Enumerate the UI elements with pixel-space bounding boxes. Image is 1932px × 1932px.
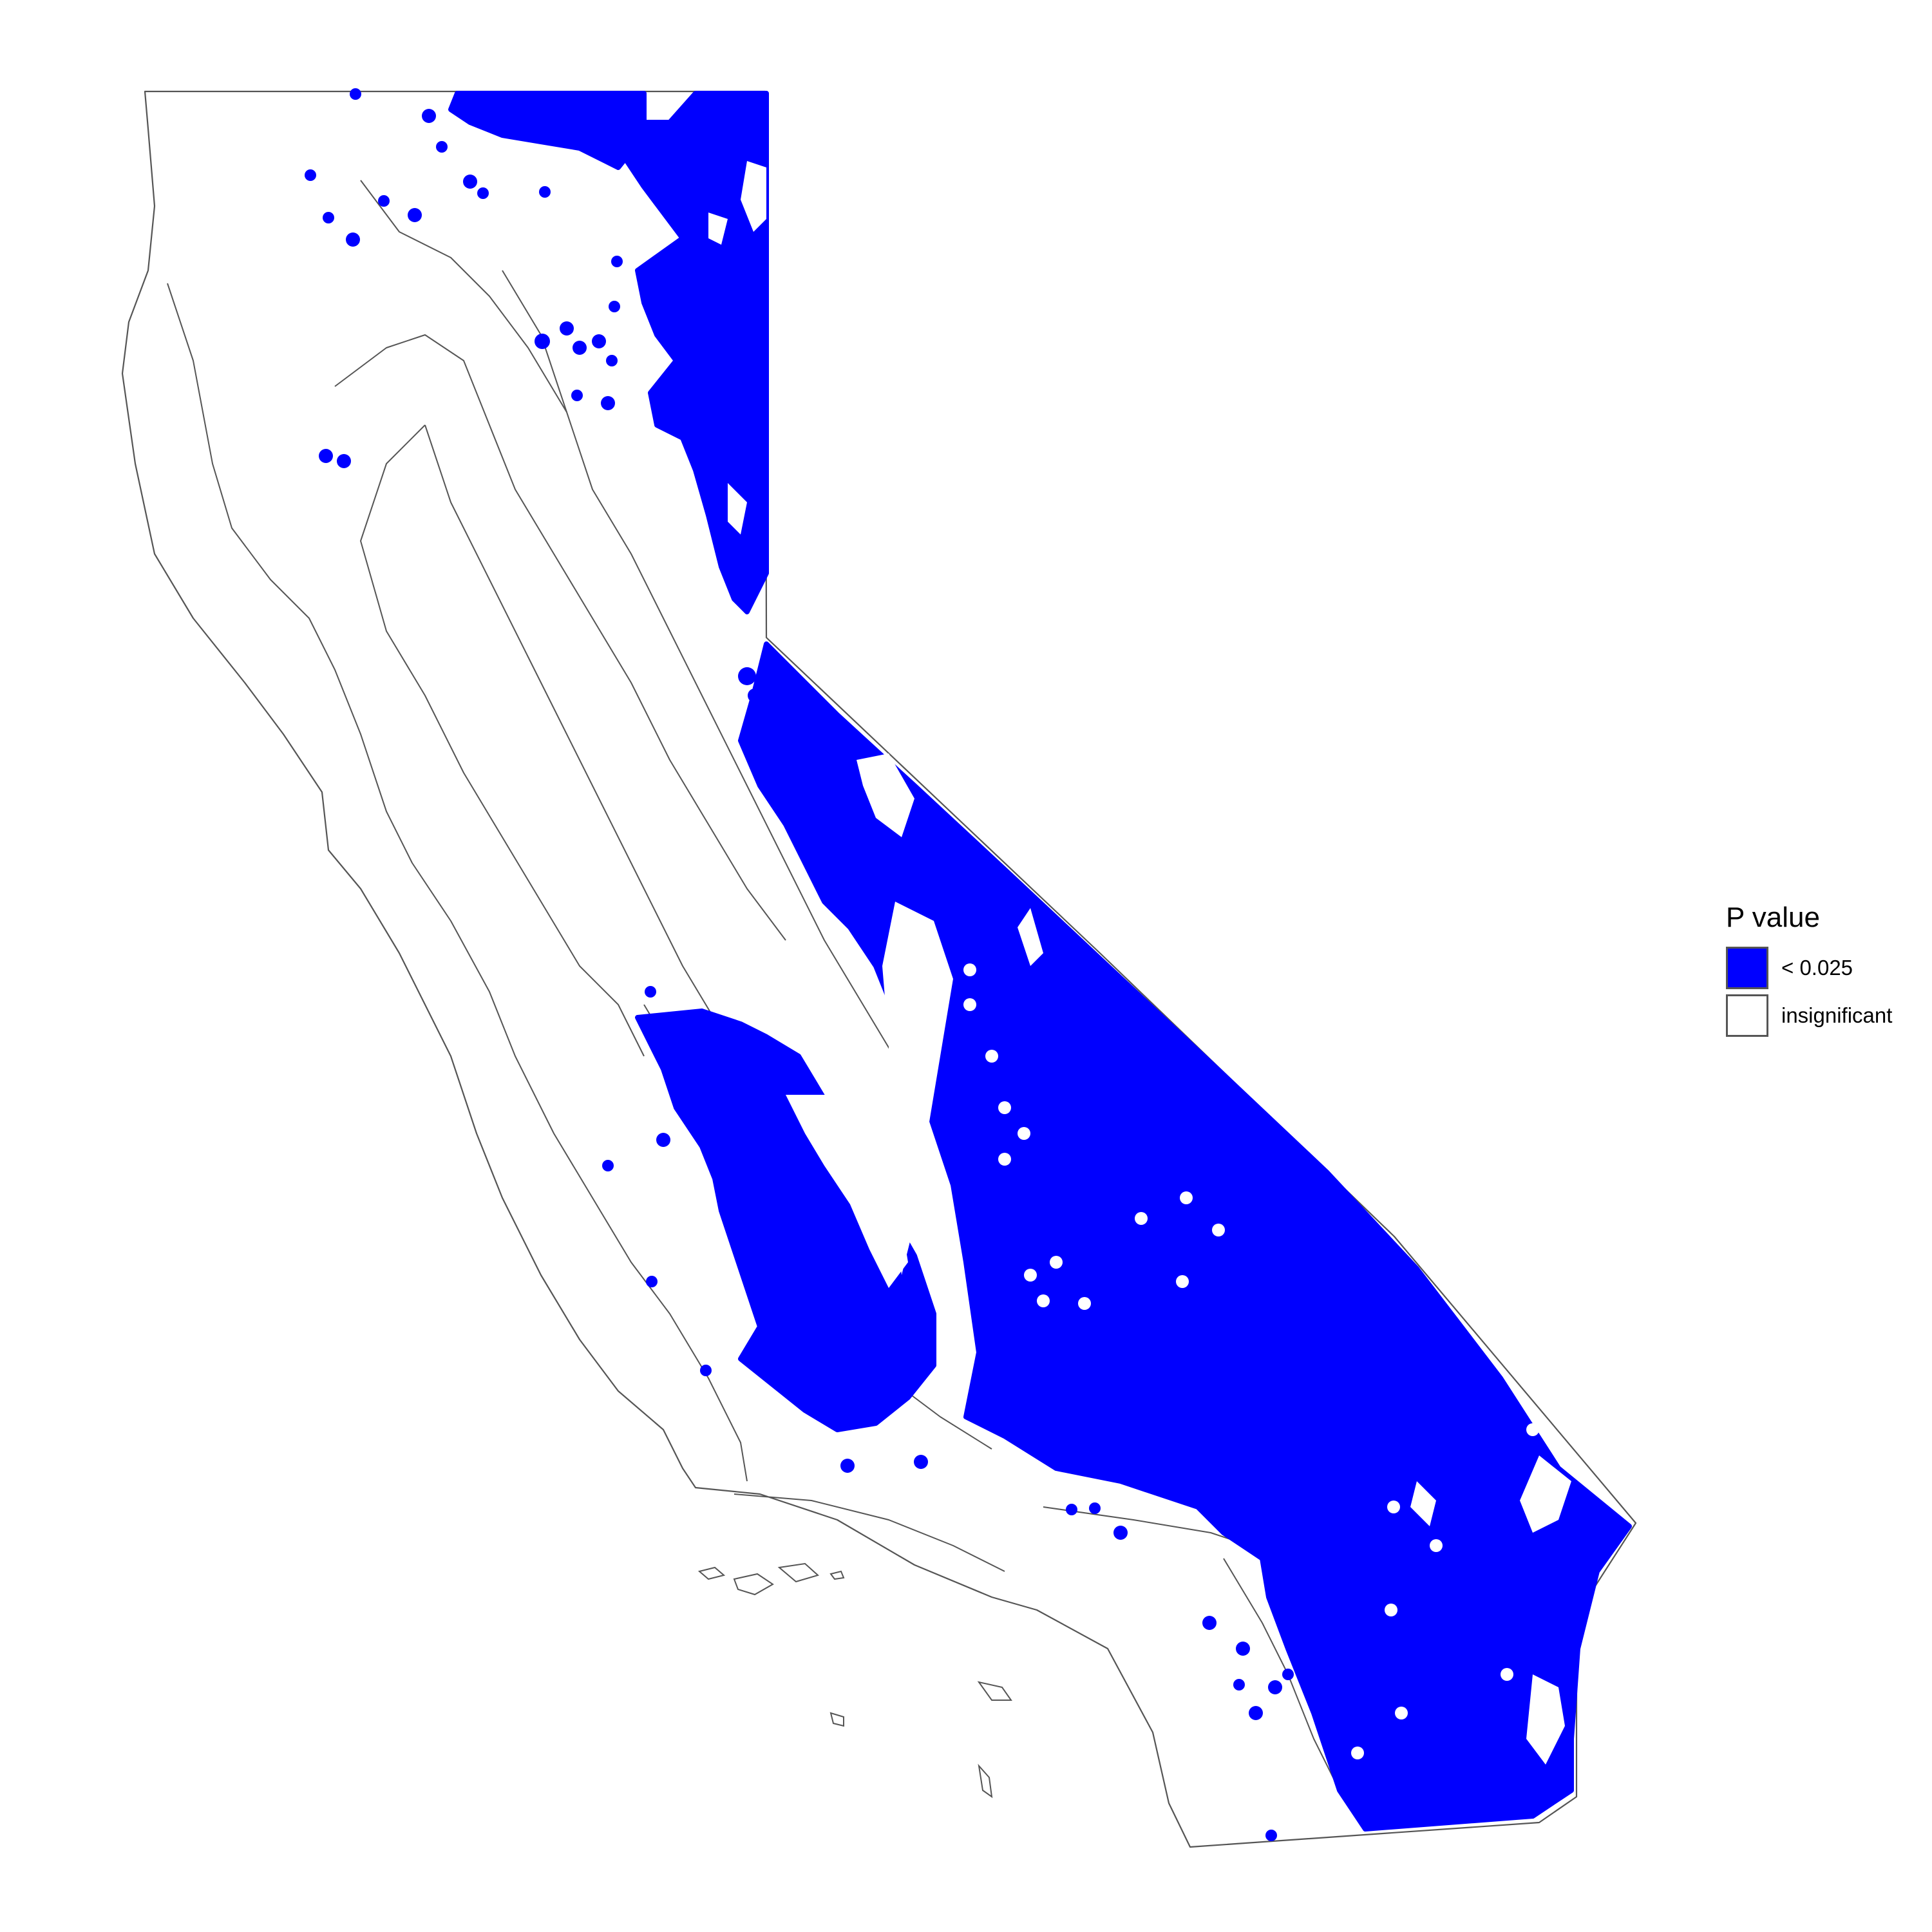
north-strip <box>448 91 647 170</box>
channel-islands <box>697 1562 1012 1799</box>
legend: P value < 0.025 insignificant <box>1726 902 1919 1043</box>
insignificant-hexes <box>963 963 1539 1759</box>
southern-coast-range-cluster <box>635 1009 936 1432</box>
legend-key-insignificant <box>1726 994 1768 1037</box>
legend-label-insignificant: insignificant <box>1781 1003 1893 1027</box>
scattered-hexes <box>305 88 1294 1841</box>
legend-key-significant <box>1726 947 1768 989</box>
significant-region <box>448 91 1632 1832</box>
legend-title: P value <box>1726 902 1820 933</box>
great-basin-region <box>738 641 1632 1832</box>
legend-label-significant: < 0.025 <box>1781 956 1853 980</box>
